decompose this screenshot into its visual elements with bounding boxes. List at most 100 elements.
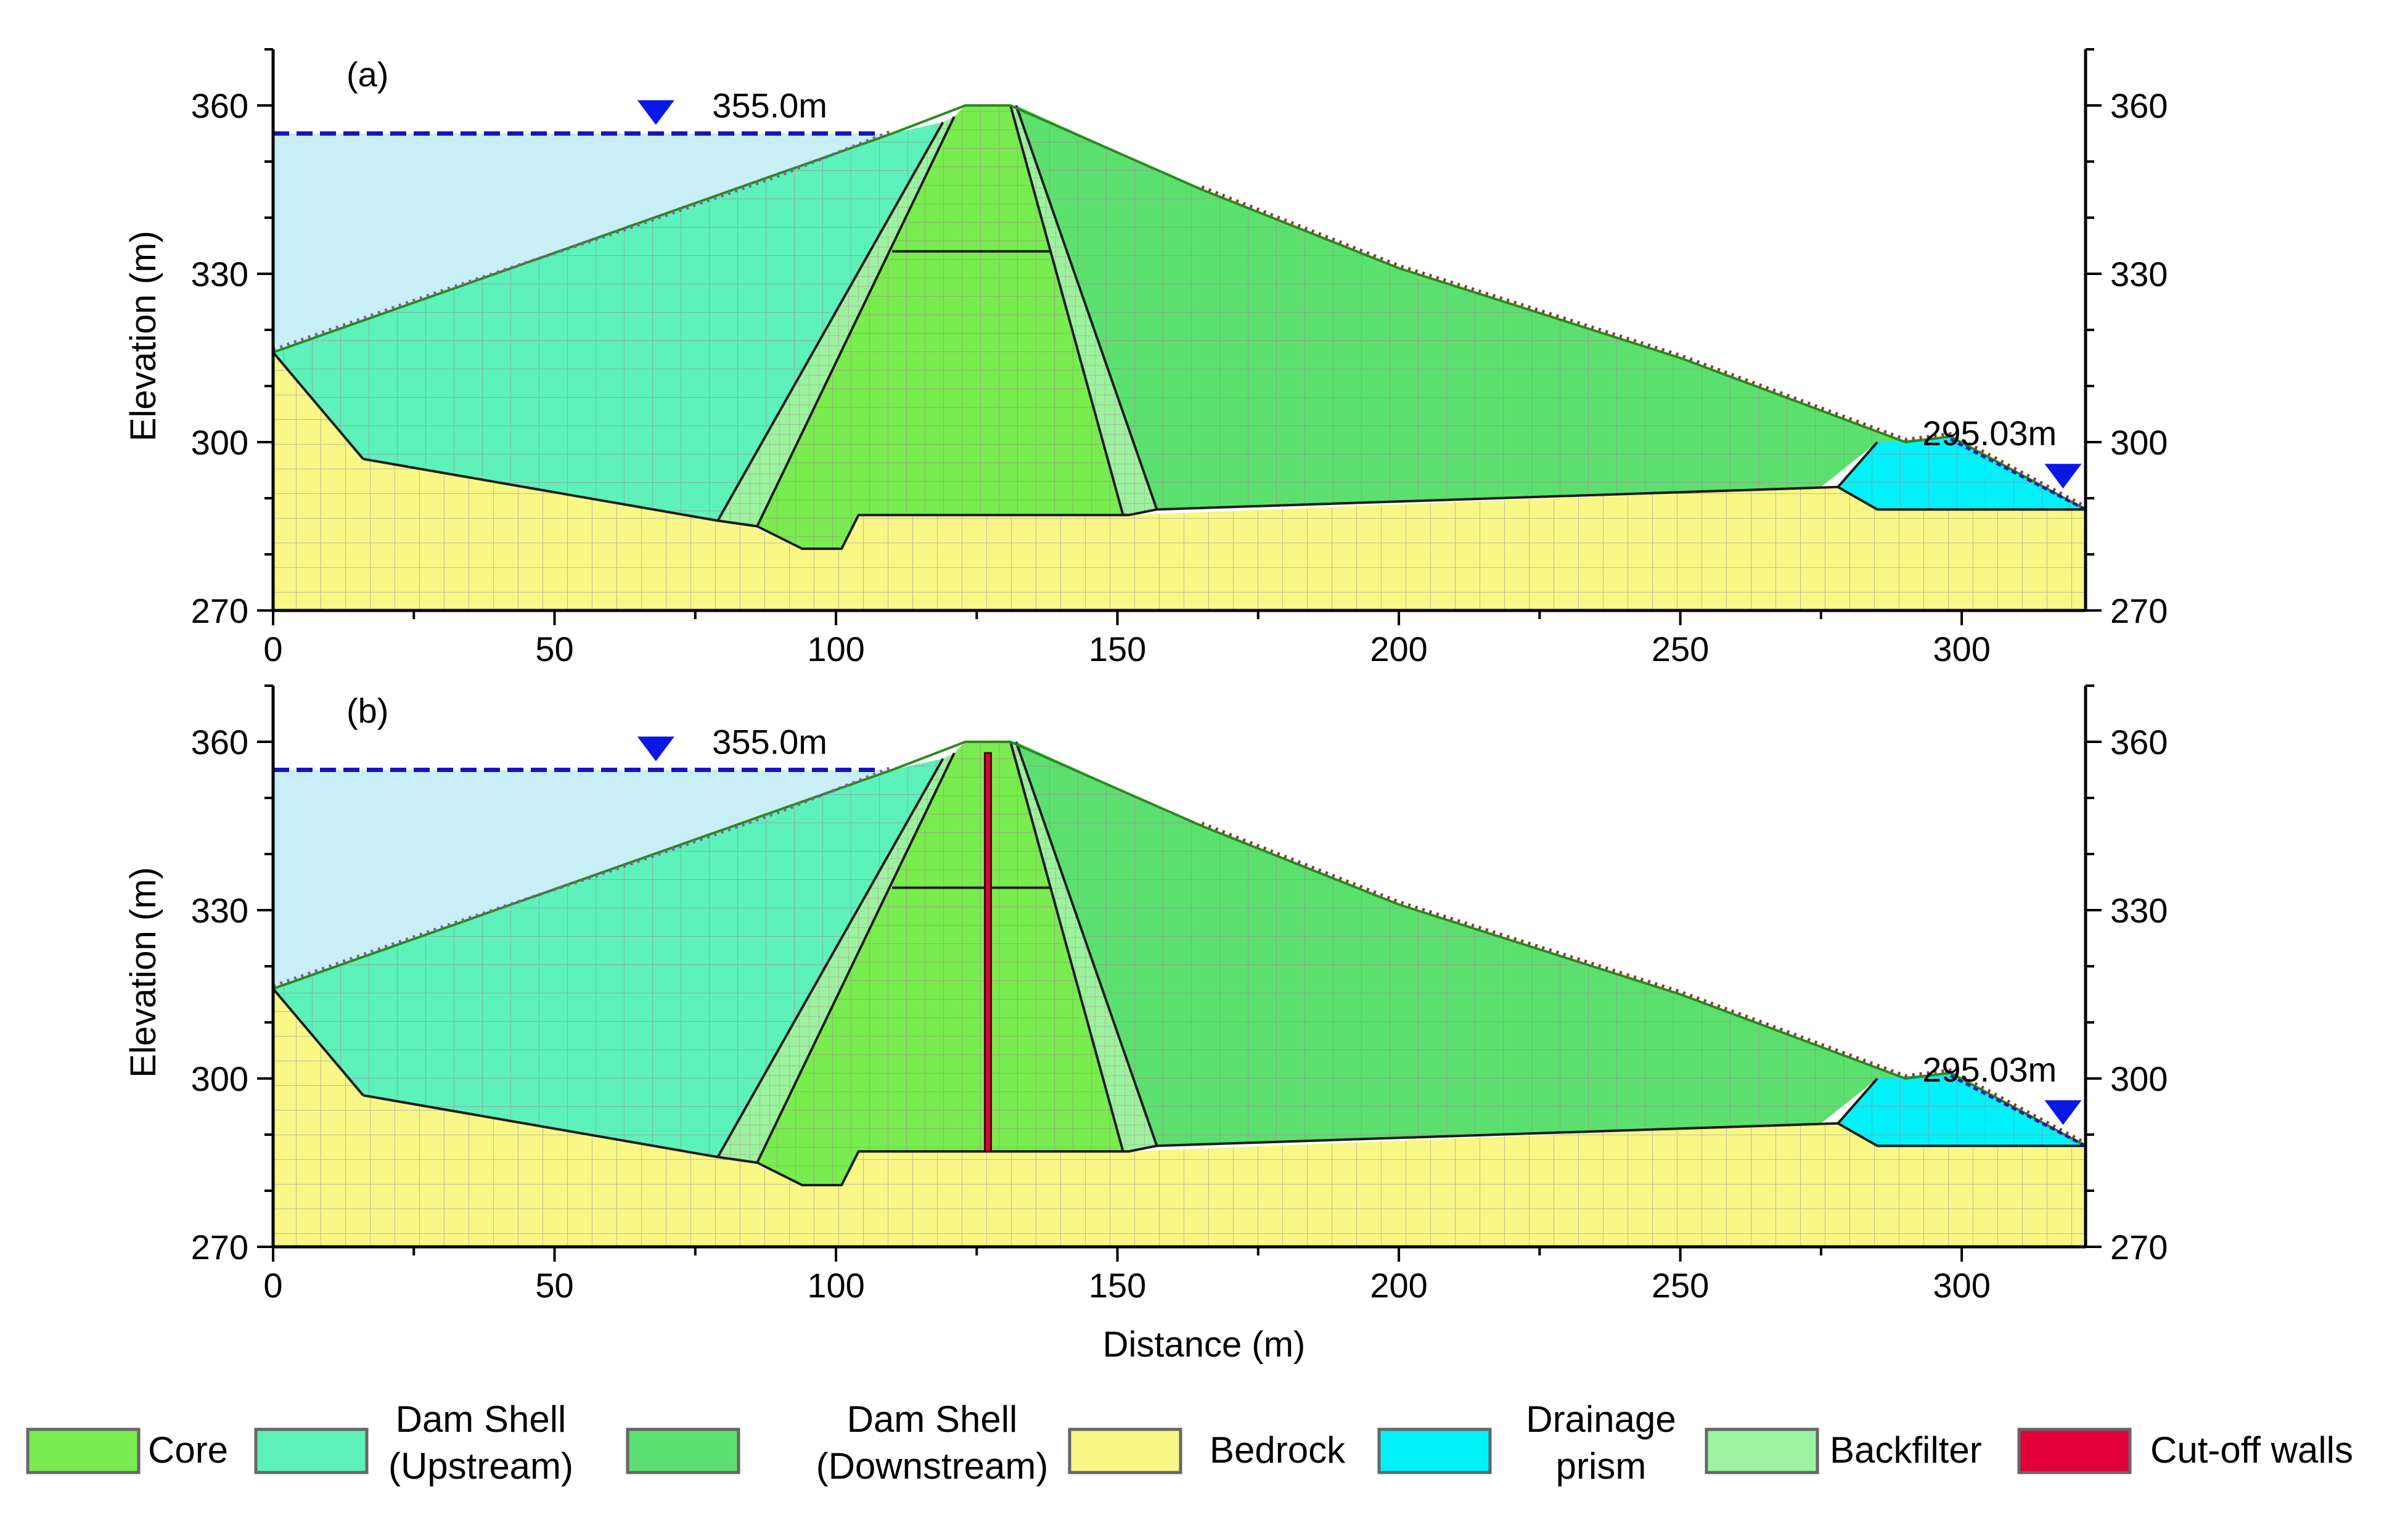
legend-swatch xyxy=(254,1428,369,1474)
upstream-backfilter-region-mesh xyxy=(718,753,954,1163)
x-tick-label: 100 xyxy=(807,1266,864,1305)
y-tick-label-left: 300 xyxy=(191,423,248,462)
y-tick-label-right: 300 xyxy=(2110,423,2168,462)
legend-label: Bedrock xyxy=(1210,1429,1346,1471)
upstream-water-marker xyxy=(637,100,674,125)
legend-label: Drainage xyxy=(1526,1399,1676,1440)
y-tick-label-right: 330 xyxy=(2110,891,2168,930)
x-tick-label: 0 xyxy=(263,630,282,668)
legend-label: Cut-off walls xyxy=(2150,1429,2353,1471)
upstream-slope-riprap xyxy=(272,129,893,351)
x-tick-label: 200 xyxy=(1370,630,1427,668)
x-tick-label: 0 xyxy=(263,1266,282,1305)
legend-swatch xyxy=(626,1428,740,1474)
x-tick-label: 50 xyxy=(535,1266,573,1305)
downstream-shell-region-mesh xyxy=(1016,105,1906,510)
core-upstream-face-line xyxy=(756,752,956,1164)
upstream-shell-region-mesh xyxy=(273,122,943,521)
x-tick-label: 50 xyxy=(535,630,573,668)
upstream-toe-line xyxy=(272,351,364,460)
panel-label: (b) xyxy=(346,691,388,730)
downstream-filter-outer-line xyxy=(1015,741,1158,1146)
bedrock-mesh xyxy=(273,988,2086,1247)
panel-label: (a) xyxy=(346,55,388,94)
downstream-level-label: 295.03m xyxy=(1922,414,2057,453)
x-tick-label: 200 xyxy=(1370,1266,1427,1305)
foundation-boundary-line xyxy=(362,458,2086,550)
legend-item-dam-shell-downstream: Dam Shell (Downstream) xyxy=(626,1399,1049,1487)
x-tick-label: 150 xyxy=(1089,1266,1146,1305)
downstream-level-label: 295.03m xyxy=(1922,1050,2057,1089)
upstream-filter-outer-line xyxy=(716,758,944,1158)
legend-swatch xyxy=(1705,1428,1819,1474)
y-tick-label-left: 330 xyxy=(191,891,248,930)
legend-item-core: Core xyxy=(26,1428,228,1474)
panel-b: 355.0m 295.03m 270 270 300 300 330 330 360 360 0 50… xyxy=(123,684,2168,1305)
legend-label: Core xyxy=(148,1429,228,1471)
upstream-filter-outer-line xyxy=(716,121,944,522)
upstream-backfilter-region-mesh xyxy=(718,117,954,527)
y-tick-label-left: 360 xyxy=(191,723,248,762)
y-tick-label-right: 270 xyxy=(2110,1228,2168,1267)
panels-layer: 355.0m 295.03m 270 270 300 300 330 330 360 360 0 50… xyxy=(123,48,2168,1365)
downstream-water-marker xyxy=(2044,1100,2082,1125)
legend-item-bedrock: Bedrock xyxy=(1068,1428,1346,1474)
dam-outer-surface-line xyxy=(272,741,2086,1147)
legend-label-line2: (Upstream) xyxy=(388,1445,573,1487)
y-tick-label-right: 360 xyxy=(2110,86,2168,125)
cutoff-wall xyxy=(984,752,993,1152)
x-tick-label: 100 xyxy=(807,630,864,668)
y-tick-label-left: 360 xyxy=(191,86,248,125)
legend-item-cut-off-walls: Cut-off walls xyxy=(2017,1428,2353,1474)
x-tick-label: 300 xyxy=(1933,630,1990,668)
downstream-backfilter-region-mesh xyxy=(1010,742,1157,1152)
drainage-upper-line xyxy=(1837,1077,1878,1125)
legend: Core Dam Shell (Upstream) Dam Shell (Downstr… xyxy=(26,1399,2353,1487)
core-upstream-face-line xyxy=(756,116,956,527)
drainage-prism-region-mesh xyxy=(1838,1072,2086,1146)
y-tick-label-right: 300 xyxy=(2110,1059,2168,1098)
core-region-mesh xyxy=(757,105,1123,549)
upstream-level-label: 355.0m xyxy=(712,86,827,125)
y-axis-title: Elevation (m) xyxy=(123,231,163,442)
legend-label-line2: prism xyxy=(1556,1445,1647,1487)
x-tick-label: 300 xyxy=(1933,1266,1990,1305)
x-axis-title: Distance (m) xyxy=(1103,1325,1306,1365)
upstream-toe-line xyxy=(272,988,364,1096)
legend-label: Dam Shell xyxy=(396,1399,567,1440)
dam-outer-surface-line xyxy=(272,104,2086,511)
y-axis-title: Elevation (m) xyxy=(123,867,163,1078)
legend-swatch xyxy=(2017,1428,2132,1474)
x-tick-label: 150 xyxy=(1089,630,1146,668)
y-tick-label-left: 330 xyxy=(191,255,248,294)
legend-label-line2: (Downstream) xyxy=(816,1445,1049,1487)
bedrock-mesh xyxy=(273,352,2086,610)
x-tick-label: 250 xyxy=(1652,1266,1709,1305)
downstream-filter-outer-line xyxy=(1015,105,1158,510)
upstream-water-marker xyxy=(637,736,674,762)
core-downstream-face-line xyxy=(1009,741,1124,1152)
panel-a: 355.0m 295.03m 270 270 300 300 330 330 360 360 0 50… xyxy=(123,48,2168,668)
core-region-mesh xyxy=(757,742,1123,1185)
core-downstream-face-line xyxy=(1009,105,1124,516)
legend-label: Dam Shell xyxy=(847,1399,1018,1440)
downstream-shell-region-mesh xyxy=(1016,742,1906,1146)
y-tick-label-right: 360 xyxy=(2110,723,2168,762)
foundation-boundary-line xyxy=(362,1094,2086,1186)
legend-item-backfilter: Backfilter xyxy=(1705,1428,1982,1474)
legend-item-dam-shell-upstream: Dam Shell (Upstream) xyxy=(254,1399,573,1487)
legend-swatch xyxy=(1377,1428,1492,1474)
y-tick-label-right: 330 xyxy=(2110,255,2168,294)
x-tick-label: 250 xyxy=(1652,630,1709,668)
y-tick-label-left: 270 xyxy=(191,1228,248,1267)
y-tick-label-right: 270 xyxy=(2110,591,2168,630)
downstream-water-marker xyxy=(2044,464,2082,489)
drainage-upper-line xyxy=(1837,441,1878,488)
downstream-backfilter-region-mesh xyxy=(1010,105,1157,516)
drainage-prism-region-mesh xyxy=(1838,436,2086,510)
upstream-level-label: 355.0m xyxy=(712,723,827,762)
upstream-slope-riprap xyxy=(272,765,893,988)
upstream-shell-region-mesh xyxy=(273,758,943,1157)
